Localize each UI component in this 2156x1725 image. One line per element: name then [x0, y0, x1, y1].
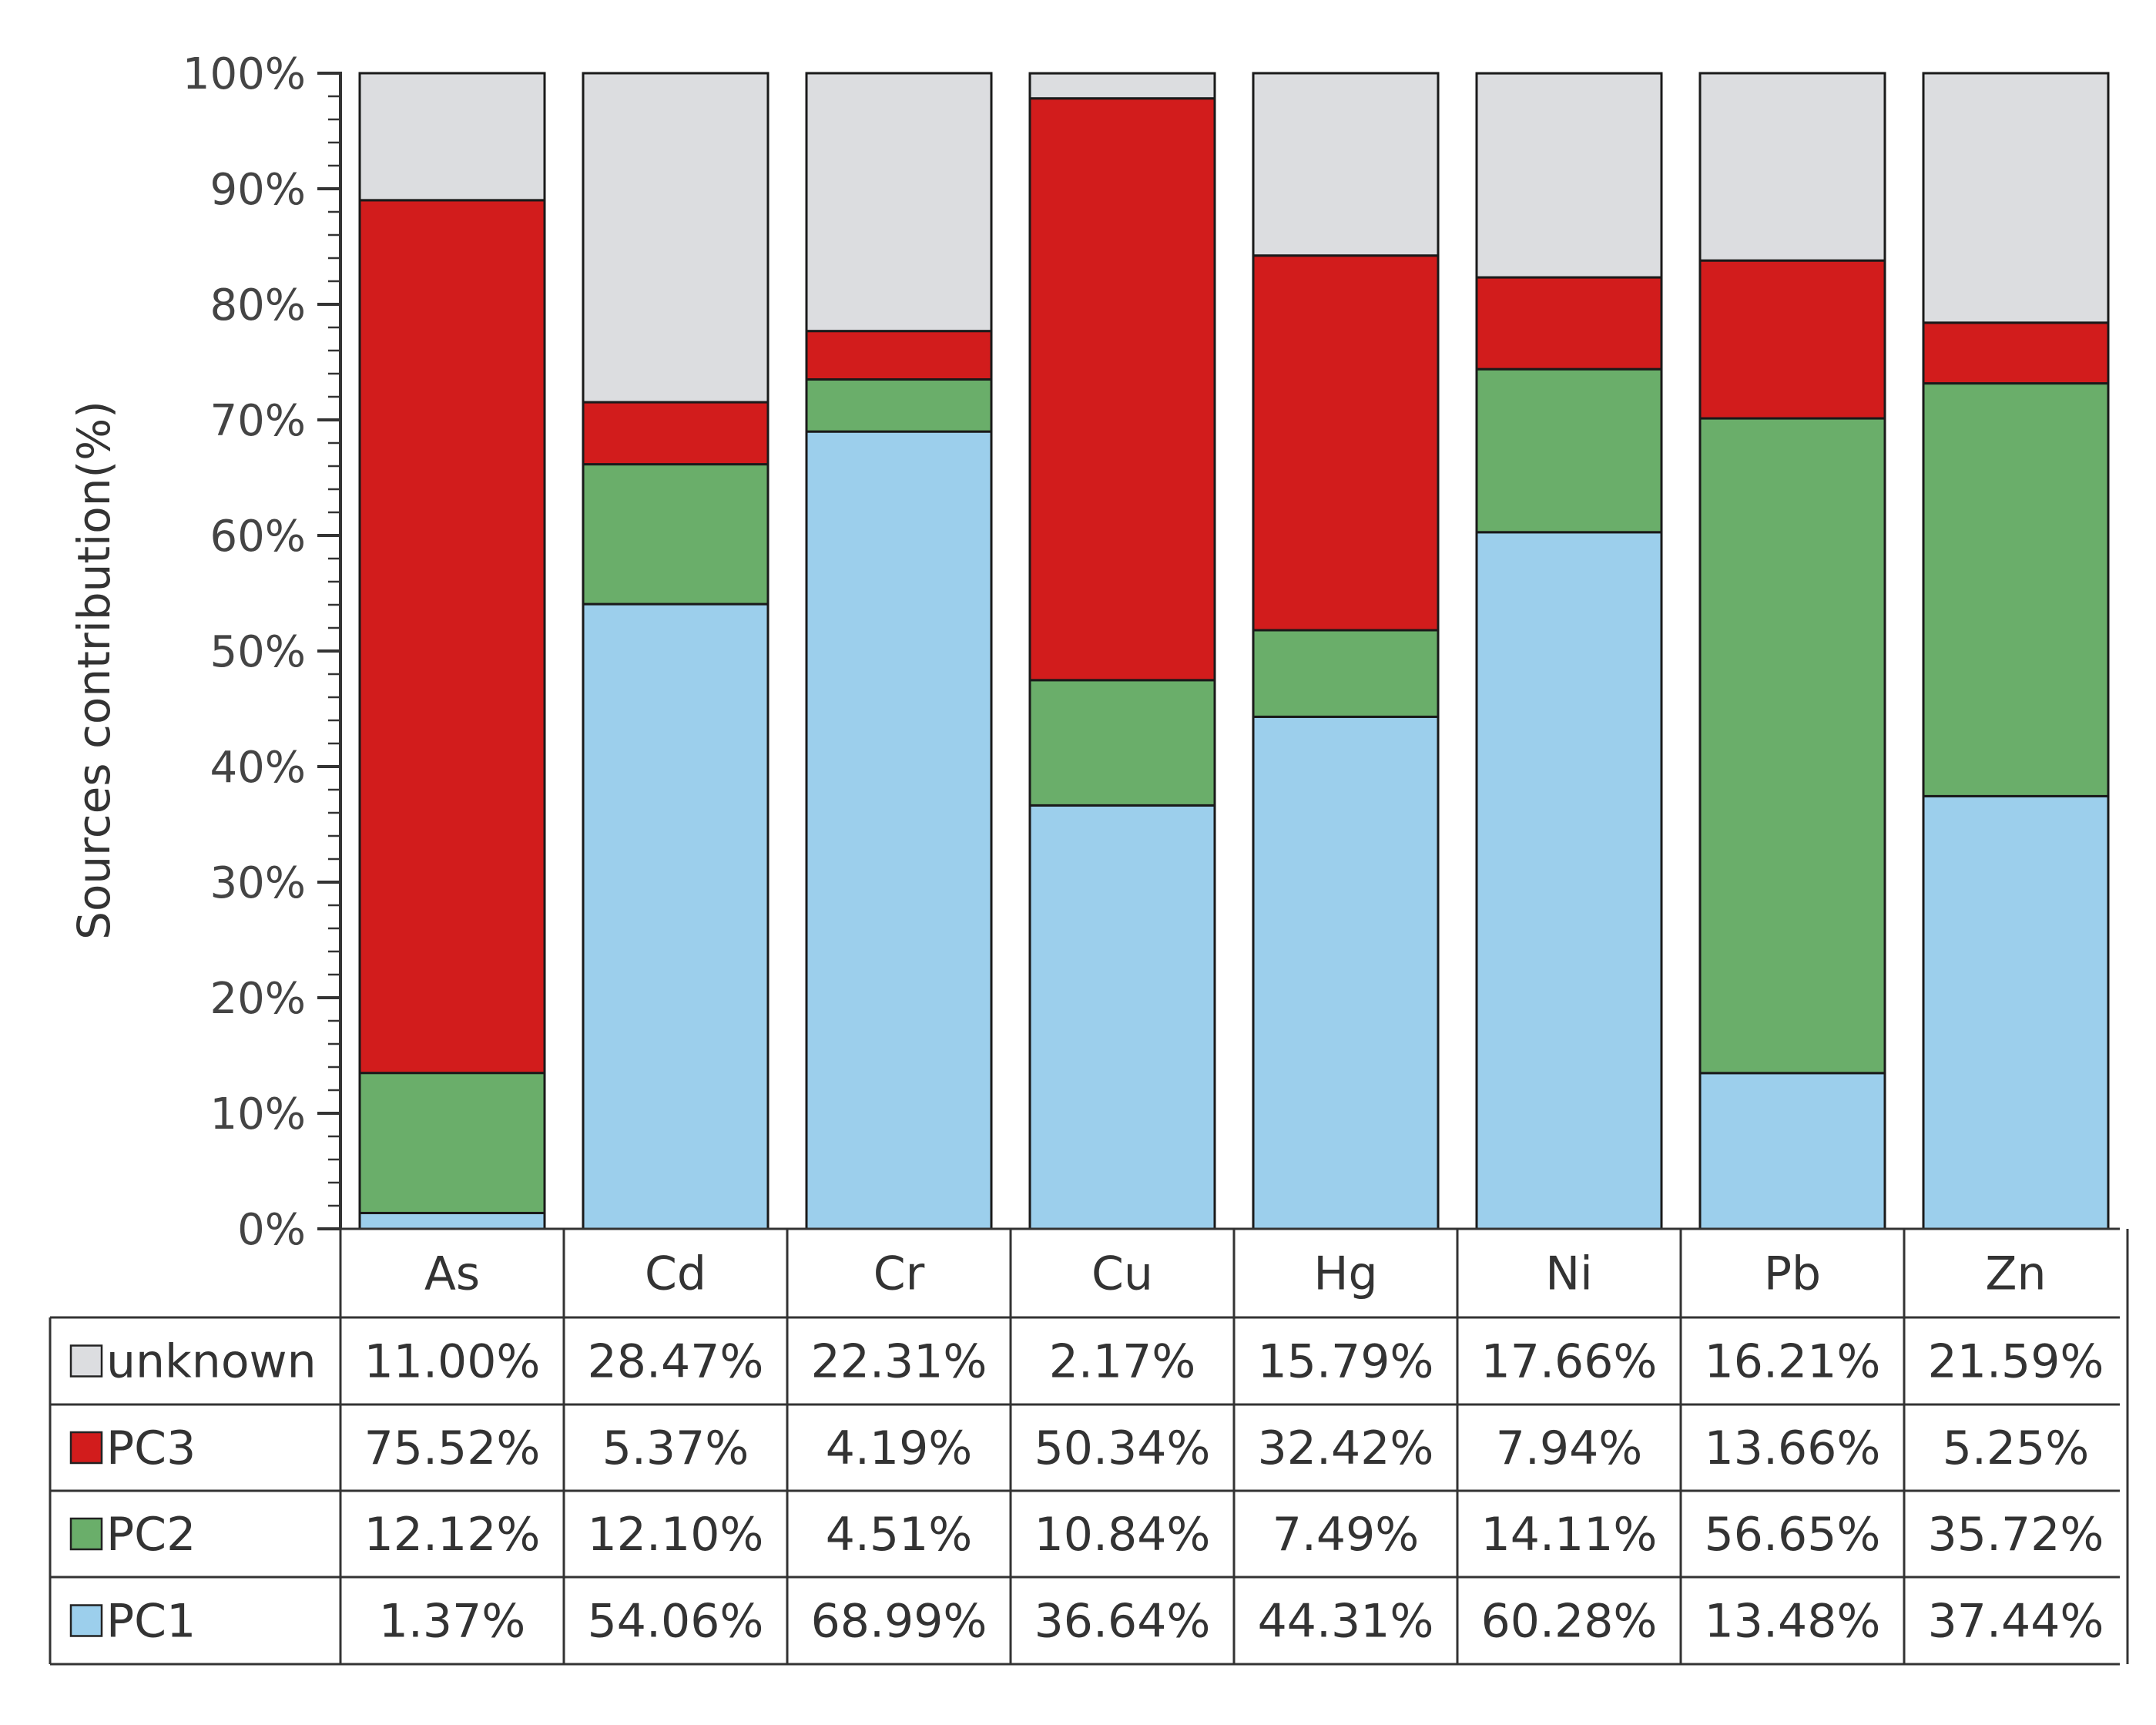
x-category-label-as: As	[424, 1247, 480, 1301]
y-tick-label: 40%	[210, 743, 306, 793]
bar-segment-pc3-cu	[1028, 97, 1216, 682]
table-cell-pc2-ni: 14.11%	[1481, 1508, 1658, 1562]
bar-segment-pc2-hg	[1252, 629, 1440, 718]
bar-segment-unknown-pb	[1698, 72, 1886, 262]
table-cell-pc1-pb: 13.48%	[1705, 1595, 1881, 1649]
table-cell-unknown-hg: 15.79%	[1258, 1335, 1434, 1389]
bar-segment-pc1-cr	[805, 430, 993, 1230]
table-cell-unknown-cr: 22.31%	[811, 1335, 987, 1389]
table-cell-pc1-cu: 36.64%	[1034, 1595, 1211, 1649]
legend-label-pc2: PC2	[106, 1508, 196, 1562]
y-tick-label: 10%	[210, 1089, 306, 1139]
table-cell-pc3-as: 75.52%	[364, 1421, 541, 1475]
table-cell-pc3-hg: 32.42%	[1258, 1421, 1434, 1475]
bar-segment-pc2-ni	[1475, 367, 1663, 534]
table-cell-pc1-cd: 54.06%	[588, 1595, 764, 1649]
table-cell-pc1-as: 1.37%	[379, 1595, 526, 1649]
x-category-label-zn: Zn	[1985, 1247, 2046, 1301]
y-axis: 0% 10% 20% 30% 40% 50% 60% 70% 80% 90% 100%	[183, 49, 342, 1255]
bar-segment-pc3-cr	[805, 330, 993, 381]
bar-segment-pc3-pb	[1698, 259, 1886, 420]
bar-segment-pc2-cd	[582, 463, 770, 606]
legend-label-pc3: PC3	[106, 1421, 196, 1475]
y-axis-title: Sources contribution(%)	[68, 401, 120, 940]
bar-segment-pc1-cu	[1028, 804, 1216, 1230]
x-category-label-cu: Cu	[1091, 1247, 1153, 1301]
bar-segment-pc1-pb	[1698, 1072, 1886, 1230]
bar-segment-unknown-as	[358, 72, 546, 202]
legend-swatch-pc1	[69, 1604, 103, 1637]
bar-segment-pc1-zn	[1922, 794, 2110, 1230]
bar-segment-pc3-cd	[582, 401, 770, 466]
bar-segment-pc2-zn	[1922, 382, 2110, 797]
bar-segment-pc3-hg	[1252, 254, 1440, 632]
y-tick-label: 70%	[210, 396, 306, 446]
bar-segment-pc2-cu	[1028, 679, 1216, 807]
y-tick-label: 50%	[210, 627, 306, 677]
table-cell-pc2-as: 12.12%	[364, 1508, 541, 1562]
table-cell-pc3-ni: 7.94%	[1496, 1421, 1643, 1475]
x-category-label-hg: Hg	[1313, 1247, 1377, 1301]
table-cell-unknown-cd: 28.47%	[588, 1335, 764, 1389]
bar-segment-pc1-ni	[1475, 531, 1663, 1230]
table-cell-pc2-pb: 56.65%	[1705, 1508, 1881, 1562]
table-cell-pc3-cd: 5.37%	[602, 1421, 749, 1475]
y-tick-label: 90%	[210, 165, 306, 215]
table-cell-pc2-cr: 4.51%	[826, 1508, 973, 1562]
table-cell-unknown-pb: 16.21%	[1705, 1335, 1881, 1389]
legend-swatch-pc3	[69, 1431, 103, 1465]
data-table: As Cd Cr Cu Hg Ni Pb Zn unknown 11.00% 28.47% 22.31…	[49, 1227, 2129, 1666]
table-cell-pc2-hg: 7.49%	[1272, 1508, 1420, 1562]
table-cell-pc3-cu: 50.34%	[1034, 1421, 1211, 1475]
bar-segment-unknown-ni	[1475, 72, 1663, 279]
x-category-label-cd: Cd	[645, 1247, 706, 1301]
table-cell-pc1-cr: 68.99%	[811, 1595, 987, 1649]
table-cell-pc2-cd: 12.10%	[588, 1508, 764, 1562]
table-cell-pc1-zn: 37.44%	[1928, 1595, 2104, 1649]
bar-segment-pc3-as	[358, 199, 546, 1075]
bar-segment-unknown-cr	[805, 72, 993, 333]
table-cell-unknown-ni: 17.66%	[1481, 1335, 1658, 1389]
bar-segment-pc1-hg	[1252, 715, 1440, 1230]
table-cell-pc1-hg: 44.31%	[1258, 1595, 1434, 1649]
bar-segment-pc1-cd	[582, 602, 770, 1230]
table-cell-unknown-zn: 21.59%	[1928, 1335, 2104, 1389]
bar-segment-unknown-hg	[1252, 72, 1440, 257]
bar-segment-pc3-ni	[1475, 276, 1663, 371]
y-tick-label: 0%	[237, 1205, 306, 1255]
table-cell-pc3-pb: 13.66%	[1705, 1421, 1881, 1475]
table-cell-pc3-cr: 4.19%	[826, 1421, 973, 1475]
table-cell-pc1-ni: 60.28%	[1481, 1595, 1658, 1649]
y-tick-label: 20%	[210, 974, 306, 1024]
bar-segment-pc1-as	[358, 1211, 546, 1230]
legend-label-unknown: unknown	[106, 1335, 317, 1389]
y-tick-label: 60%	[210, 512, 306, 562]
legend-swatch-pc2	[69, 1517, 103, 1551]
table-cell-pc3-zn: 5.25%	[1943, 1421, 2090, 1475]
bar-segment-pc3-zn	[1922, 321, 2110, 385]
table-cell-unknown-as: 11.00%	[364, 1335, 541, 1389]
legend-swatch-unknown	[69, 1344, 103, 1378]
y-tick-label: 30%	[210, 858, 306, 908]
x-category-label-pb: Pb	[1764, 1247, 1821, 1301]
y-tick-label: 80%	[210, 280, 306, 331]
bar-segment-unknown-zn	[1922, 72, 2110, 324]
table-cell-pc2-cu: 10.84%	[1034, 1508, 1211, 1562]
table-cell-unknown-cu: 2.17%	[1049, 1335, 1196, 1389]
x-category-label-ni: Ni	[1545, 1247, 1593, 1301]
bar-segment-pc2-cr	[805, 378, 993, 433]
bar-segment-unknown-cu	[1028, 72, 1216, 100]
bars-group	[358, 72, 2110, 1230]
bar-segment-pc2-pb	[1698, 417, 1886, 1075]
legend-label-pc1: PC1	[106, 1595, 196, 1649]
y-tick-label: 100%	[183, 49, 306, 99]
table-cell-pc2-zn: 35.72%	[1928, 1508, 2104, 1562]
x-category-label-cr: Cr	[873, 1247, 925, 1301]
bar-segment-pc2-as	[358, 1072, 546, 1214]
bar-segment-unknown-cd	[582, 72, 770, 404]
